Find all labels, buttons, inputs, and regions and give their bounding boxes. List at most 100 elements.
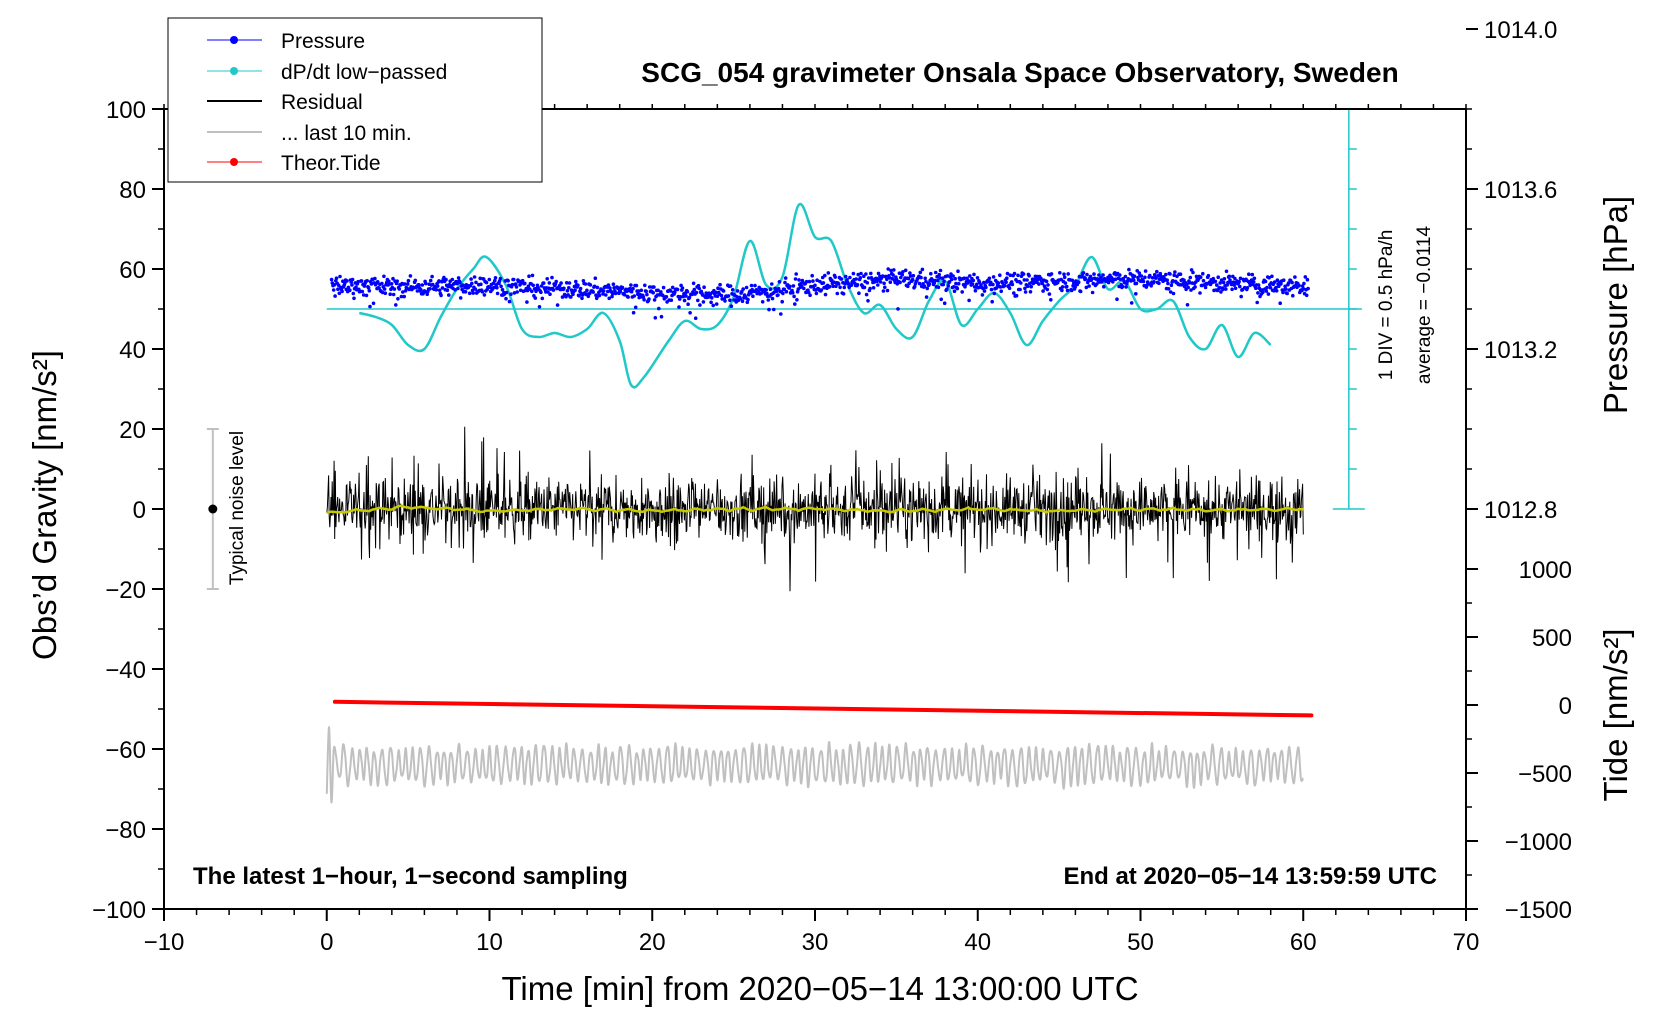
pressure-point [1239,294,1243,299]
pressure-point [987,276,992,281]
pressure-point [368,304,372,309]
pressure-point [892,268,896,272]
pressure-point [821,281,826,285]
pressure-point [1090,290,1095,295]
pressure-point [482,293,487,297]
pressure-point [391,292,396,297]
pressure-point [1255,300,1259,305]
pressure-point [1206,273,1211,278]
pressure-point [1272,280,1277,284]
pressure-point [1186,285,1190,290]
pressure-point [498,276,503,281]
pressure-point [1118,273,1122,277]
pressure-point [1226,280,1230,285]
pressure-point [447,293,451,297]
pressure-point [1171,291,1176,296]
pressure-point [1000,281,1005,285]
pressure-point [345,279,349,283]
pressure-point [776,293,780,297]
pressure-point [571,292,575,297]
pressure-point [723,299,727,303]
legend-pressure-marker [230,36,238,44]
pressure-point [338,274,342,279]
pressure-point [1227,274,1232,279]
tide-tick-label: 1000 [1519,557,1572,584]
end-time-annotation: End at 2020−05−14 13:59:59 UTC [1063,863,1437,890]
pressure-point [1060,288,1064,293]
pressure-point [922,284,927,289]
pressure-point [1252,276,1257,281]
pressure-point [1014,293,1019,298]
pressure-point [1169,283,1174,288]
pressure-point [504,296,508,301]
pressure-point [678,295,683,299]
pressure-point [1286,281,1291,285]
pressure-point [601,292,605,296]
pressure-point [751,294,755,299]
pressure-point [1073,285,1077,289]
tide-tick-label: −500 [1518,761,1572,788]
pressure-point [851,271,856,276]
pressure-point [1279,282,1283,286]
y-tick-label: −20 [105,577,146,604]
pressure-point [740,299,745,304]
pressure-point [819,288,824,292]
pressure-point [783,276,788,280]
pressure-point [1092,272,1096,276]
pressure-point [565,289,570,293]
pressure-point [1219,278,1224,282]
pressure-point [1005,271,1010,276]
pressure-point [1159,274,1163,279]
pressure-point [333,294,337,298]
pressure-point [1154,276,1158,280]
pressure-point [626,295,630,299]
pressure-point [361,293,366,297]
y-tick-label: −60 [105,737,146,764]
pressure-point [883,285,887,290]
pressure-point [636,289,641,293]
pressure-point [952,289,957,294]
pressure-point [356,279,360,284]
pressure-point [728,284,733,288]
pressure-point [1221,287,1225,292]
pressure-point [500,287,505,292]
pressure-point [534,289,538,294]
legend-dpdt-label: dP/dt low−passed [281,61,447,84]
pressure-point [567,286,571,290]
pressure-point [848,275,852,280]
y-axis-left-title: Obs’d Gravity [nm/s²] [26,350,63,660]
pressure-point [693,316,698,321]
pressure-point [814,291,819,296]
pressure-point [1007,286,1012,291]
pressure-point [392,287,397,291]
pressure-point [1301,286,1306,291]
pressure-point [1216,275,1220,280]
pressure-point [1297,283,1301,288]
pressure-point [839,277,844,281]
pressure-point [862,285,867,290]
pressure-point [527,274,531,279]
pressure-point [1211,276,1216,281]
legend-tide-label: Theor.Tide [281,152,381,175]
pressure-point [942,279,946,284]
pressure-point [870,277,874,282]
pressure-point [710,296,714,300]
pressure-point [1087,284,1091,288]
pressure-point [906,276,911,281]
pressure-point [573,288,577,293]
pressure-point [968,274,972,278]
pressure-point [403,282,407,286]
x-axis-title: Time [min] from 2020−05−14 13:00:00 UTC [501,970,1138,1007]
pressure-point [586,294,591,299]
pressure-point [1149,284,1153,288]
pressure-point [1025,284,1030,289]
pressure-point [510,282,515,287]
pressure-point [781,291,785,296]
pressure-point [874,276,879,281]
pressure-point [899,275,903,280]
pressure-point [992,291,997,296]
pressure-point [903,268,908,273]
pressure-point [405,282,410,286]
pressure-point [618,289,623,294]
pressure-point [990,299,994,304]
